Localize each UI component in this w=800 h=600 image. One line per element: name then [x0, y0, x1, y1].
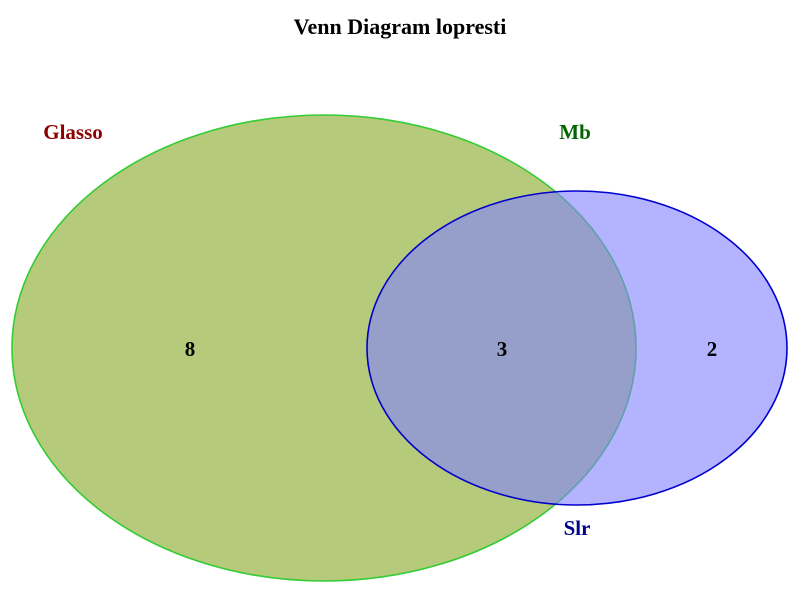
region-count-glasso-only: 8	[185, 337, 196, 361]
diagram-title: Venn Diagram lopresti	[294, 14, 507, 39]
slr-set-ellipse	[366, 190, 788, 506]
set-label-mb: Mb	[559, 120, 591, 144]
set-label-slr: Slr	[564, 516, 591, 540]
region-count-slr-only: 2	[707, 337, 718, 361]
set-label-glasso: Glasso	[43, 120, 103, 144]
region-count-overlap: 3	[497, 337, 508, 361]
